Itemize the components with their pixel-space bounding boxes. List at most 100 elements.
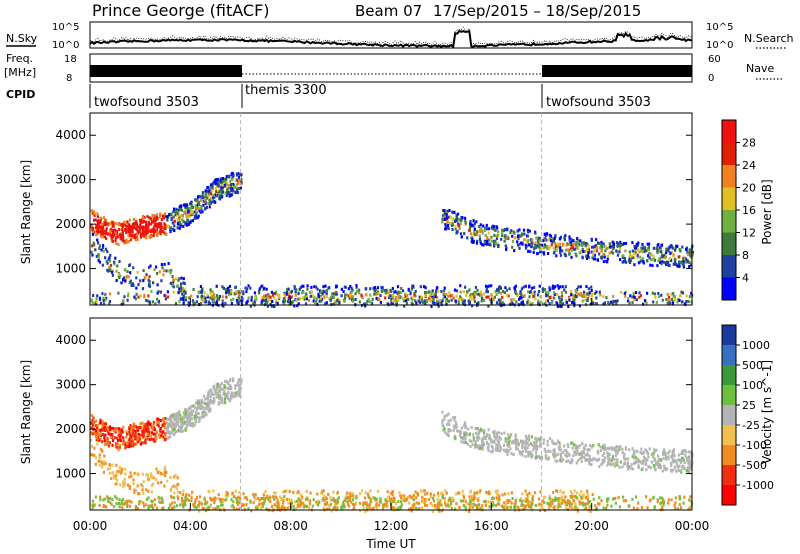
- velocity-cell: [685, 456, 688, 460]
- velocity-cell: [156, 421, 159, 425]
- velocity-cell: [145, 488, 148, 492]
- power-cell: [156, 232, 159, 236]
- power-cell: [212, 196, 215, 200]
- power-cell: [538, 243, 541, 247]
- velocity-cell: [103, 443, 107, 446]
- power-cell: [552, 239, 556, 243]
- velocity-cell: [426, 491, 429, 495]
- velocity-cell: [232, 377, 235, 381]
- power-cell: [225, 295, 228, 299]
- velocity-cell: [507, 437, 510, 440]
- power-cell: [349, 285, 352, 288]
- power-cell: [182, 297, 185, 301]
- power-cell: [106, 232, 109, 236]
- power-cell: [598, 252, 601, 256]
- power-cell: [234, 186, 237, 189]
- power-cell: [169, 270, 172, 274]
- power-cell: [114, 228, 117, 232]
- power-cell: [102, 296, 105, 300]
- power-cell: [606, 257, 609, 261]
- velocity-cell: [95, 424, 98, 427]
- power-cell: [587, 248, 590, 252]
- power-cell: [581, 247, 584, 251]
- power-cell: [612, 299, 615, 303]
- velocity-cell: [505, 499, 508, 503]
- power-cell: [161, 230, 164, 233]
- velocity-cell: [370, 507, 373, 511]
- velocity-cell: [170, 420, 173, 424]
- power-cell: [552, 286, 556, 290]
- velocity-cell: [625, 457, 628, 461]
- power-cell: [142, 279, 145, 283]
- velocity-cell: [380, 499, 383, 503]
- power-cell: [548, 302, 551, 306]
- velocity-cell: [481, 441, 485, 445]
- power-cell: [654, 295, 657, 299]
- power-cell: [101, 228, 104, 232]
- power-cell: [543, 246, 546, 250]
- velocity-cell: [166, 479, 169, 483]
- velocity-cell: [111, 463, 114, 467]
- velocity-cell: [526, 495, 529, 499]
- power-cell: [530, 245, 533, 249]
- power-cell: [681, 291, 685, 295]
- power-cell: [586, 248, 589, 252]
- velocity-cell: [479, 427, 482, 431]
- power-cell: [651, 264, 654, 268]
- power-cell: [206, 190, 209, 193]
- velocity-cell: [236, 383, 239, 387]
- power-cell: [593, 292, 597, 296]
- velocity-cell: [359, 509, 362, 513]
- power-cell: [550, 243, 553, 247]
- power-cell: [145, 273, 148, 277]
- power-cell: [222, 304, 225, 308]
- power-cell: [204, 195, 207, 199]
- velocity-cell: [186, 412, 189, 416]
- power-cell: [546, 293, 549, 297]
- velocity-cell: [137, 428, 140, 432]
- power-cell: [648, 256, 651, 260]
- velocity-cell: [208, 389, 211, 393]
- power-cell: [357, 291, 361, 295]
- velocity-cell: [538, 455, 541, 459]
- velocity-cell: [265, 494, 268, 498]
- power-cell: [181, 287, 184, 291]
- power-cell: [116, 235, 120, 239]
- velocity-cell: [524, 504, 528, 508]
- velocity-cell: [150, 437, 153, 441]
- power-cell: [587, 244, 590, 248]
- velocity-cell: [621, 465, 624, 469]
- power-cell: [131, 228, 134, 232]
- velocity-cell: [350, 494, 353, 498]
- velocity-cell: [155, 478, 158, 481]
- power-cell: [181, 292, 184, 296]
- velocity-cell: [632, 452, 635, 456]
- velocity-cell: [346, 502, 349, 506]
- velocity-cell: [527, 499, 531, 503]
- velocity-cell: [209, 409, 212, 413]
- velocity-cell: [454, 420, 457, 424]
- power-cell: [683, 302, 686, 306]
- velocity-cell: [204, 406, 207, 410]
- power-cell: [489, 298, 492, 302]
- velocity-cell: [218, 383, 221, 387]
- velocity-cell: [555, 489, 558, 493]
- velocity-cell: [605, 507, 608, 510]
- velocity-cell: [578, 444, 581, 448]
- velocity-cell: [103, 422, 106, 426]
- velocity-cell: [571, 446, 574, 450]
- velocity-cell: [156, 471, 159, 474]
- power-cell: [489, 237, 492, 241]
- power-cell: [494, 290, 497, 293]
- power-cell: [167, 262, 170, 265]
- power-cell: [657, 291, 660, 295]
- power-cell: [148, 222, 151, 226]
- power-cell: [244, 286, 247, 290]
- power-cell: [487, 231, 490, 235]
- power-cell: [191, 206, 194, 209]
- velocity-cell: [125, 445, 129, 449]
- velocity-cell: [188, 421, 191, 425]
- power-cell: [456, 212, 460, 216]
- power-cell: [369, 293, 372, 297]
- power-cell: [539, 295, 542, 299]
